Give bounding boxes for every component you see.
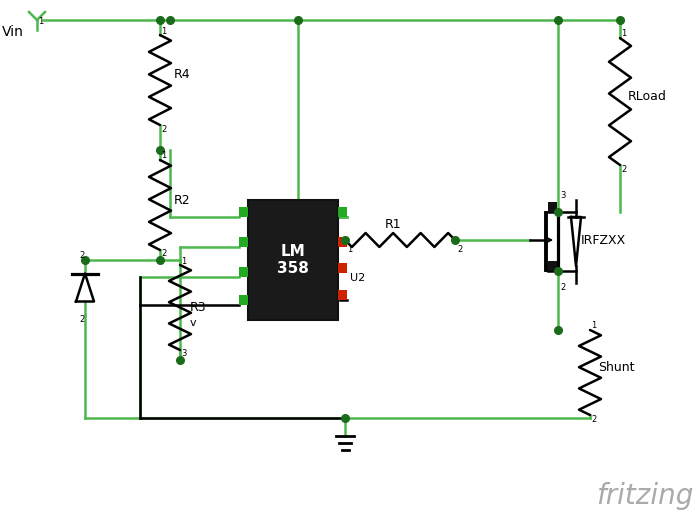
Text: 1: 1 (591, 321, 596, 330)
Text: RLoad: RLoad (628, 90, 667, 103)
Bar (338, 290, 347, 300)
Bar (548, 261, 557, 271)
Text: Vin: Vin (2, 25, 24, 39)
Text: 3: 3 (181, 350, 186, 359)
Text: 2: 2 (161, 124, 167, 134)
Text: 1: 1 (347, 245, 352, 254)
Text: 2: 2 (591, 414, 596, 423)
Text: 1: 1 (181, 256, 186, 265)
Bar (239, 237, 248, 247)
Text: 2: 2 (457, 245, 462, 254)
Bar (338, 237, 347, 247)
Text: IRFZXX: IRFZXX (581, 234, 626, 246)
Text: 1: 1 (161, 152, 167, 161)
Bar (338, 263, 347, 273)
Text: 3: 3 (560, 190, 566, 200)
Bar (239, 267, 248, 277)
Text: R3: R3 (190, 301, 206, 314)
Text: 2: 2 (161, 250, 167, 259)
Text: R2: R2 (174, 194, 190, 206)
Text: 1: 1 (161, 27, 167, 36)
Bar (548, 202, 557, 212)
Bar (338, 207, 347, 217)
Text: 1: 1 (621, 29, 626, 38)
Text: R1: R1 (385, 218, 402, 230)
Bar (239, 295, 248, 305)
Text: 1: 1 (38, 18, 43, 27)
Text: fritzing: fritzing (596, 482, 693, 510)
Text: 2: 2 (79, 252, 84, 261)
Bar (248, 200, 338, 320)
Text: LM
358: LM 358 (277, 244, 309, 276)
Text: 2: 2 (621, 164, 626, 173)
Text: 2: 2 (560, 284, 566, 293)
Text: 2: 2 (79, 314, 84, 323)
Text: v: v (190, 318, 197, 328)
Text: Shunt: Shunt (598, 361, 634, 374)
Text: R4: R4 (174, 69, 190, 81)
Bar (239, 207, 248, 217)
Text: U2: U2 (350, 273, 365, 283)
